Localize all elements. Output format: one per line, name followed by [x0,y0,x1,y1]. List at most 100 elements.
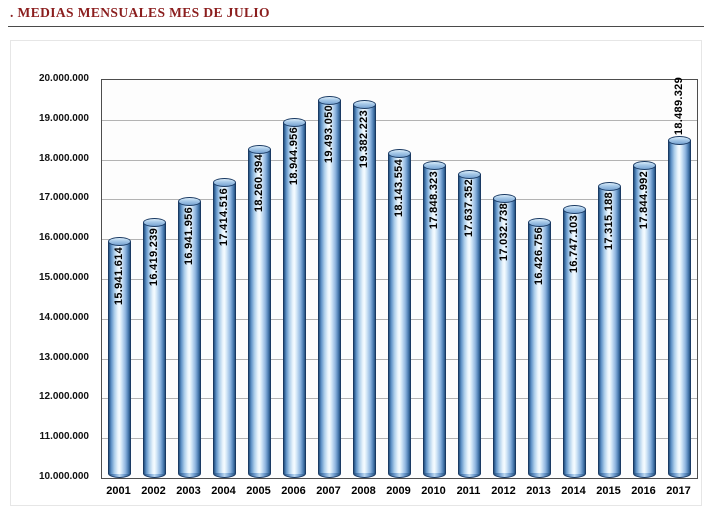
bar-value-label: 18.944.956 [287,127,300,186]
bar-top-cap [213,178,236,188]
bar-2003 [178,197,201,478]
bar-top-cap [108,237,131,246]
y-tick-label: 12.000.000 [38,391,89,403]
x-axis-label: 2009 [386,485,411,497]
bar-body [598,186,621,474]
bar-2007 [318,95,341,478]
bar-top-cap [528,217,551,227]
y-tick-label: 10.000.000 [38,471,89,482]
bar-body [458,174,481,474]
bar-value-label: 19.493.050 [322,105,335,164]
bar-body [353,104,376,474]
x-axis-label: 2004 [211,485,236,497]
bar-value-label: 17.315.188 [602,191,615,250]
bar-body [283,122,306,474]
bar-body [528,222,551,474]
bar-body [143,222,166,474]
x-axis-label: 2002 [141,485,166,497]
bar-value-label: 17.844.992 [637,170,650,229]
bar-top-cap [248,144,271,154]
bar-body [493,198,516,474]
bar-body [388,153,411,474]
bar-top-cap [458,169,481,179]
bar-value-label: 17.032.738 [497,203,510,262]
bar-value-label: 18.260.394 [252,154,265,213]
bar-2015 [598,182,621,478]
x-axis-label: 2013 [526,485,551,497]
bar-body [248,149,271,474]
bar-value-label: 18.489.329 [672,77,685,136]
bar-2004 [213,178,236,478]
bar-value-label: 16.747.103 [567,214,580,273]
bar-body [318,100,341,474]
y-tick-label: 15.000.000 [38,272,89,283]
plot-area: 15.941.614 16.419.239 16.941.956 17.414.516… [101,77,698,479]
bar-top-cap [178,197,201,207]
bar-2011 [458,169,481,478]
y-tick-label: 19.000.000 [38,112,89,124]
bar-value-label: 16.941.956 [182,206,195,265]
bar-top-cap [493,193,516,203]
x-axis-label: 2016 [631,485,656,497]
bar-body [423,165,446,474]
x-axis-label: 2015 [596,485,621,497]
y-tick-label: 11.000.000 [39,431,90,443]
bar-2016 [633,161,656,478]
bar-top-cap [563,205,586,214]
bar-top-cap [143,218,166,227]
bar-2006 [283,117,306,478]
x-axis-label: 2001 [106,485,131,497]
bar-2012 [493,193,516,478]
bar-top-cap [598,182,621,192]
y-tick-label: 18.000.000 [38,152,89,164]
bar-value-label: 16.419.239 [147,227,160,286]
page-title: . MEDIAS MENSUALES MES DE JULIO [10,5,270,20]
chart-frame: 15.941.614 16.419.239 16.941.956 17.414.516… [10,40,702,506]
bar-body [668,140,691,474]
bar-top-cap [283,117,306,127]
bar-value-label: 17.848.323 [427,170,440,229]
x-axis-label: 2010 [421,485,446,497]
x-axis-label: 2005 [246,485,271,497]
bar-value-label: 17.637.352 [462,179,475,238]
x-axis-label: 2011 [456,485,481,497]
y-tick-label: 20.000.000 [38,73,89,84]
bar-top-cap [668,135,691,145]
y-tick-label: 16.000.000 [38,232,89,244]
bar-top-cap [633,161,656,171]
bar-body [178,201,201,474]
x-axis-label: 2003 [176,485,201,497]
bar-body [633,165,656,474]
bar-value-label: 18.143.554 [392,158,405,217]
bar-top-cap [423,161,446,171]
x-axis-label: 2014 [561,485,586,497]
bar-top-cap [353,100,376,110]
y-tick-label: 14.000.000 [38,311,89,323]
bar-value-label: 17.414.516 [217,187,230,246]
x-axis-label: 2007 [316,485,341,497]
bar-top-cap [388,149,411,159]
y-tick-label: 17.000.000 [38,192,89,204]
bar-value-label: 19.382.223 [357,109,370,168]
bar-top-cap [318,95,341,105]
bar-2002 [143,218,166,478]
x-axis-label: 2006 [281,485,306,497]
y-tick-label: 13.000.000 [38,351,89,363]
bar-2009 [388,149,411,478]
title-divider [8,26,704,27]
bar-value-label: 15.941.614 [112,246,125,305]
bar-2010 [423,161,446,478]
bar-body [563,209,586,474]
bar-2017 [668,135,691,478]
y-axis-labels: 10.000.000 11.000.000 12.000.000 13.000.000… [11,73,95,482]
x-axis-label: 2017 [666,485,691,497]
bar-2001 [108,237,131,478]
x-axis-labels: 2001 2002 2003 2004 2005 2006 2007 2008 2009 2010… [101,483,698,501]
x-axis-label: 2012 [491,485,516,497]
bar-value-label: 16.426.756 [532,227,545,286]
bar-body [108,241,131,474]
bar-2008 [353,100,376,478]
bar-2013 [528,217,551,478]
gridline [102,119,697,121]
bar-body [213,182,236,474]
